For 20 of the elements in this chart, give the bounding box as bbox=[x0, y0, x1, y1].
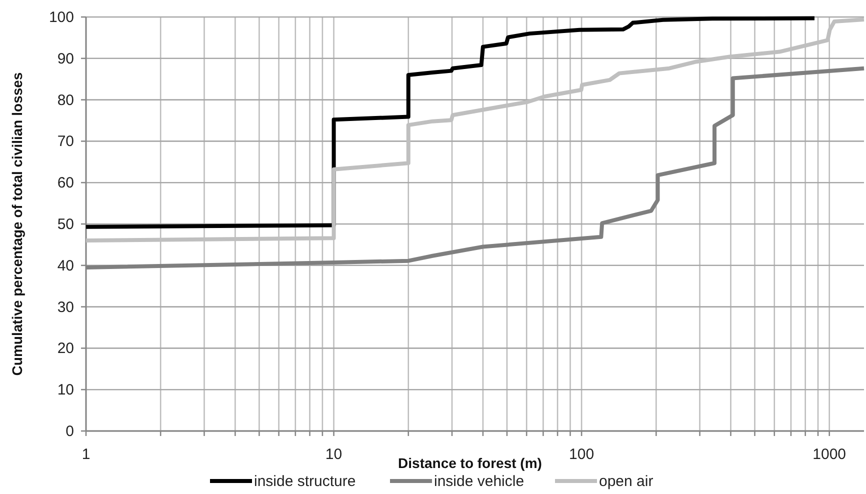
legend-label: open air bbox=[599, 473, 654, 490]
x-tick-label: 1 bbox=[82, 446, 90, 463]
y-tick-label: 100 bbox=[48, 9, 74, 26]
y-axis-title: Cumulative percentage of total civilian losses bbox=[9, 72, 25, 376]
y-tick-label: 10 bbox=[57, 382, 74, 399]
x-axis-title: Distance to forest (m) bbox=[398, 455, 542, 471]
y-tick-label: 0 bbox=[66, 423, 74, 440]
x-tick-label: 1000 bbox=[812, 446, 846, 463]
y-tick-label: 70 bbox=[57, 133, 74, 150]
y-tick-label: 30 bbox=[57, 298, 74, 316]
y-tick-label: 40 bbox=[57, 257, 74, 274]
legend-label: inside vehicle bbox=[434, 473, 524, 490]
y-tick-label: 80 bbox=[57, 92, 74, 109]
x-tick-label: 100 bbox=[569, 446, 594, 463]
y-tick-label: 50 bbox=[57, 216, 74, 233]
y-tick-label: 60 bbox=[57, 174, 74, 192]
y-tick-label: 20 bbox=[57, 340, 74, 358]
x-tick-label: 10 bbox=[325, 446, 342, 463]
y-tick-label: 90 bbox=[57, 50, 74, 68]
legend-label: inside structure bbox=[254, 473, 356, 490]
